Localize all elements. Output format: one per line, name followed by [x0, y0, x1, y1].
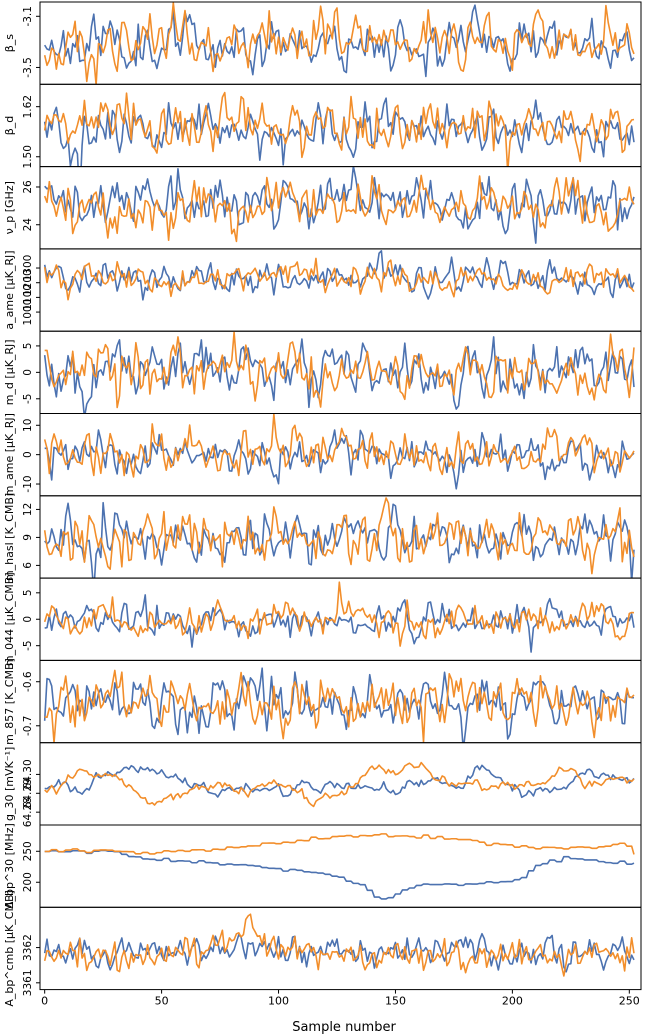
panel-a_cmb: 3361 3362 A_bp^cmb [μK_CMB]	[3, 890, 642, 1007]
series-line-m_044-a	[44, 594, 635, 653]
y-tick-label: -0.7	[22, 716, 34, 737]
y-tick-label: 3361	[22, 969, 34, 996]
series-line-m_857-a	[43, 667, 635, 743]
panel-m_044: -5 0 5 m_044 [μK_CMB]	[3, 572, 642, 666]
series-line-nu_p-a	[44, 166, 635, 244]
y-axis-label-a_ame: a_ame [μK_RJ]	[3, 250, 16, 329]
y-axis-label-nu_p: ν_p [GHz]	[3, 181, 16, 234]
panel-beta_s: -3.5 -3.1 β_s	[3, 1, 642, 85]
series-line-m_ame-b	[43, 413, 635, 478]
y-tick-label: 1.62	[22, 95, 34, 118]
y-tick-label: 1100	[22, 284, 34, 311]
series-line-nu_p-b	[43, 174, 635, 243]
y-tick-label: 0	[22, 616, 34, 623]
y-tick-label: 9	[22, 534, 34, 541]
series-line-delta_bp-a	[44, 849, 635, 900]
x-tick-label: 200	[502, 995, 523, 1008]
series-line-beta_s-b	[43, 2, 635, 85]
y-axis-label-m_d: m_d [μK_RJ]	[3, 339, 16, 405]
y-tick-label: 3362	[22, 934, 34, 961]
y-tick-label: -5	[22, 640, 34, 650]
series-line-m_044-b	[43, 581, 635, 647]
y-axis-label-delta_bp: Δ_bp^30 [MHz]	[3, 823, 16, 909]
panel-delta_bp: 200 250 Δ_bp^30 [MHz]	[3, 823, 642, 909]
y-tick-label: -3.5	[22, 57, 34, 78]
series-line-m_ame-a	[44, 429, 635, 490]
y-tick-label: 0	[22, 451, 34, 458]
y-tick-label: 6	[22, 562, 34, 569]
panel-frame	[39, 906, 642, 991]
y-tick-label: 12	[22, 503, 34, 516]
y-tick-label: 10	[22, 419, 34, 432]
y-tick-label: -0.6	[22, 671, 34, 692]
panel-frame	[39, 742, 642, 826]
series-line-m_hasl-b	[43, 497, 635, 575]
series-line-delta_bp-b	[44, 833, 635, 855]
x-tick-label: 100	[268, 995, 289, 1008]
series-line-a_cmb-a	[43, 932, 635, 973]
series-line-beta_d-b	[43, 91, 635, 167]
y-tick-label: 1000	[22, 299, 34, 326]
y-tick-label: 0	[22, 369, 34, 376]
y-tick-label: 1300	[22, 255, 34, 282]
y-tick-label: -10	[22, 475, 34, 492]
x-tick-label: 50	[155, 995, 169, 1008]
y-axis-label-beta_s: β_s	[3, 34, 16, 53]
series-line-m_857-b	[44, 669, 635, 743]
y-axis-label-beta_d: β_d	[3, 116, 16, 136]
y-tick-label: 26	[22, 180, 34, 194]
panel-frame	[39, 413, 642, 497]
series-line-g_30-b	[44, 761, 635, 808]
panel-m_857: -0.7 -0.6 m_857 [K_CMB]	[3, 658, 642, 745]
y-tick-label: 250	[22, 841, 34, 861]
y-axis-label-m_hasl: m_hasl [K_CMB]	[3, 493, 16, 581]
y-axis-label-g_30: g_30 [mVK⁻¹]	[3, 747, 16, 821]
panel-beta_d: 1.50 1.62 β_d	[3, 83, 642, 168]
y-tick-label: 5	[22, 589, 34, 596]
y-tick-label: 5	[22, 343, 34, 350]
x-axis-label: Sample number	[292, 1020, 396, 1035]
series-line-beta_s-a	[43, 4, 635, 78]
panel-m_d: -5 0 5 m_d [μK_RJ]	[3, 330, 642, 415]
series-line-a_ame-a	[43, 250, 635, 301]
y-tick-label: 200	[22, 872, 34, 892]
series-line-m_d-a	[43, 336, 635, 414]
series-line-m_hasl-a	[44, 501, 635, 579]
panel-frame	[39, 824, 642, 908]
y-tick-label: 64.28	[22, 797, 34, 827]
series-line-a_ame-b	[43, 257, 635, 301]
y-axis-label-m_857: m_857 [K_CMB]	[3, 658, 16, 745]
y-tick-label: 1.50	[22, 145, 34, 168]
panel-nu_p: 24 26 ν_p [GHz]	[3, 166, 642, 250]
panel-m_ame: -10 0 10 m_ame [μK_RJ]	[3, 413, 642, 497]
y-axis-label-m_ame: m_ame [μK_RJ]	[3, 413, 16, 496]
series-line-a_cmb-b	[43, 913, 635, 977]
y-tick-label: -5	[22, 394, 34, 404]
x-tick-label: 150	[385, 995, 406, 1008]
y-tick-label: 24	[22, 218, 34, 232]
y-tick-label: 64.30	[22, 759, 34, 789]
y-tick-label: -3.1	[22, 6, 34, 27]
y-tick-label: 64.29	[22, 778, 34, 808]
y-axis-label-m_044: m_044 [μK_CMB]	[3, 572, 16, 666]
series-line-m_d-b	[44, 331, 635, 409]
panel-m_hasl: 6 9 12 m_hasl [K_CMB]	[3, 493, 642, 581]
y-tick-label: 1200	[22, 269, 34, 296]
x-tick-label: 250	[619, 995, 640, 1008]
y-axis-label-a_cmb: A_bp^cmb [μK_CMB]	[3, 890, 16, 1006]
series-line-g_30-a	[44, 764, 635, 799]
x-tick-label: 0	[41, 995, 48, 1008]
